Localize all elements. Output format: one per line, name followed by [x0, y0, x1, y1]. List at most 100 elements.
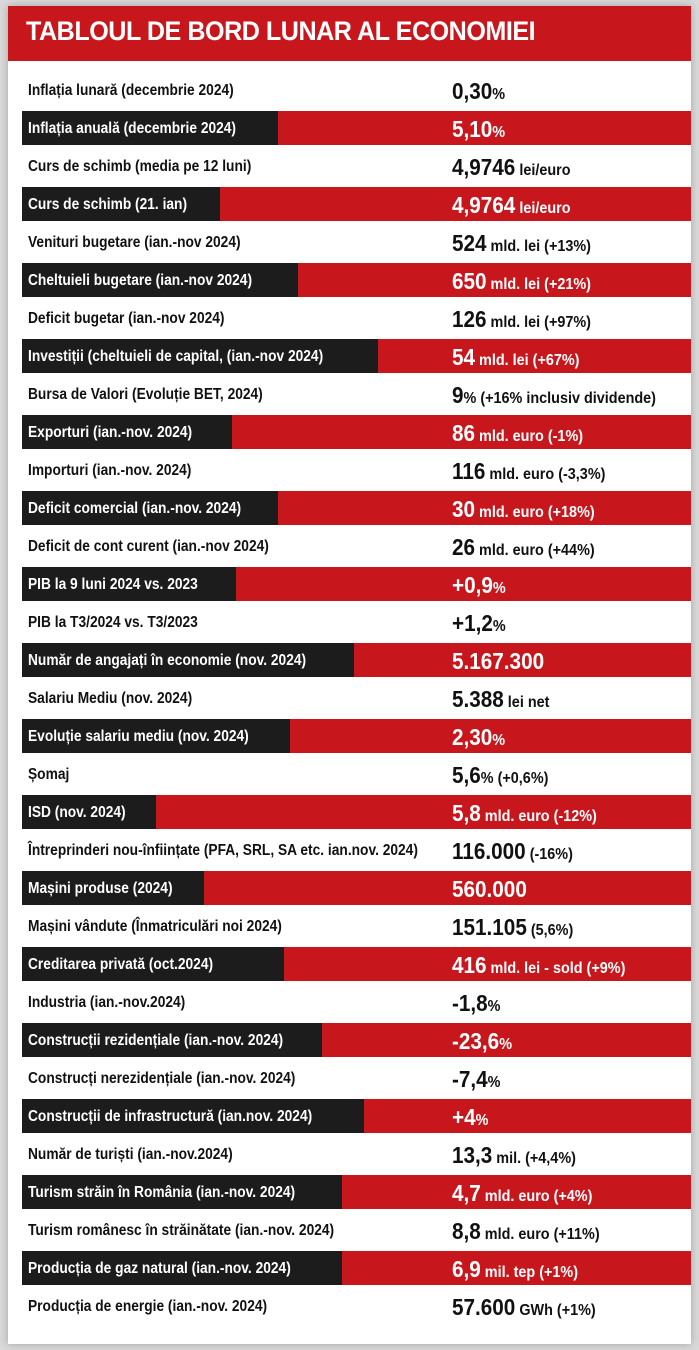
indicator-value: 4,9764 lei/euro — [452, 187, 571, 221]
indicator-label: Construcții rezidențiale (ian.-nov. 2024… — [28, 1032, 284, 1049]
indicator-value: 5.388 lei net — [452, 681, 549, 715]
value-number: 116 — [452, 458, 486, 484]
indicator-row: Evoluție salariu mediu (nov. 2024) 2,30% — [22, 719, 691, 753]
indicator-label: Număr de angajați în economie (nov. 2024… — [28, 652, 307, 669]
indicator-row: Bursa de Valori (Evoluție BET, 2024) 9% (… — [22, 377, 691, 411]
value-unit: mld. lei - sold (+9%) — [486, 960, 626, 977]
value-unit: mld. euro (-12%) — [480, 808, 597, 825]
title-banner: TABLOUL DE BORD LUNAR AL ECONOMIEI — [8, 6, 691, 61]
row-label-tab — [22, 643, 354, 677]
value-unit: mld. lei (+97%) — [486, 314, 591, 331]
indicator-value: 5,10% — [452, 111, 505, 145]
indicator-value: 9% (+16% inclusiv dividende) — [452, 377, 656, 411]
value-number: 6,9 — [452, 1256, 481, 1282]
row-label-tab — [22, 491, 278, 525]
indicator-label: Bursa de Valori (Evoluție BET, 2024) — [28, 386, 263, 403]
indicator-value: 13,3 mil. (+4,4%) — [452, 1137, 576, 1171]
row-label-tab — [22, 795, 156, 829]
row-label-tab — [22, 339, 378, 373]
indicator-label: Salariu Mediu (nov. 2024) — [28, 690, 193, 707]
indicator-value: 4,9746 lei/euro — [452, 149, 571, 183]
indicator-row: Număr de angajați în economie (nov. 2024… — [22, 643, 691, 677]
value-unit: mld. euro (-3,3%) — [485, 466, 606, 483]
indicator-value: 6,9 mil. tep (+1%) — [452, 1251, 578, 1285]
indicator-row: Număr de turiști (ian.-nov.2024) 13,3 mil… — [22, 1137, 691, 1171]
value-number: 5,8 — [452, 800, 481, 826]
indicator-row: Curs de schimb (21. ian) 4,9764 lei/euro — [22, 187, 691, 221]
indicator-row: Deficit bugetar (ian.-nov 2024) 126 mld. … — [22, 301, 691, 335]
indicator-row: Creditarea privată (oct.2024) 416 mld. le… — [22, 947, 691, 981]
value-number: 5,6 — [452, 762, 481, 788]
value-unit: mil. (+4,4%) — [492, 1150, 576, 1167]
indicator-value: 126 mld. lei (+97%) — [452, 301, 591, 335]
indicator-label: Inflația anuală (decembrie 2024) — [28, 120, 237, 137]
indicator-label: Șomaj — [28, 766, 70, 783]
indicator-label: Curs de schimb (21. ian) — [28, 196, 188, 213]
value-number: 5.388 — [452, 686, 504, 712]
value-number: 54 — [452, 344, 476, 370]
indicator-value: -1,8% — [452, 985, 500, 1019]
row-label-tab — [22, 415, 232, 449]
indicator-label: Deficit bugetar (ian.-nov 2024) — [28, 310, 225, 327]
value-unit: % (+0,6%) — [480, 770, 549, 787]
value-number: 151.105 — [452, 914, 527, 940]
value-unit: mld. euro (+18%) — [475, 504, 595, 521]
indicator-list: Inflația lunară (decembrie 2024) 0,30% Inf… — [22, 73, 691, 1327]
indicator-row: Inflația lunară (decembrie 2024) 0,30% — [22, 73, 691, 107]
row-label-tab — [22, 263, 298, 297]
indicator-row: Exporturi (ian.-nov. 2024) 86 mld. euro (… — [22, 415, 691, 449]
value-number: +1,2 — [452, 610, 493, 636]
value-unit: % — [475, 1112, 489, 1129]
value-number: 13,3 — [452, 1142, 493, 1168]
indicator-row: Mașini produse (2024) 560.000 — [22, 871, 691, 905]
indicator-row: PIB la T3/2024 vs. T3/2023 +1,2% — [22, 605, 691, 639]
indicator-value: +0,9% — [452, 567, 506, 601]
value-number: 524 — [452, 230, 487, 256]
value-unit: GWh (+1%) — [515, 1302, 596, 1319]
indicator-value: 5,8 mld. euro (-12%) — [452, 795, 597, 829]
indicator-row: Construcții de infrastructură (ian.nov. … — [22, 1099, 691, 1133]
value-unit: % — [492, 580, 506, 597]
indicator-row: Venituri bugetare (ian.-nov 2024) 524 mld… — [22, 225, 691, 259]
value-number: 560.000 — [452, 876, 527, 902]
indicator-value: 4,7 mld. euro (+4%) — [452, 1175, 592, 1209]
value-unit: mld. euro (-1%) — [475, 428, 584, 445]
indicator-value: +4% — [452, 1099, 488, 1133]
indicator-row: Șomaj 5,6% (+0,6%) — [22, 757, 691, 791]
indicator-value: 30 mld. euro (+18%) — [452, 491, 595, 525]
indicator-label: Turism străin în România (ian.-nov. 2024… — [28, 1184, 296, 1201]
value-number: 4,9746 — [452, 154, 516, 180]
indicator-label: Cheltuieli bugetare (ian.-nov 2024) — [28, 272, 253, 289]
row-label-tab — [22, 1251, 342, 1285]
indicator-label: Creditarea privată (oct.2024) — [28, 956, 214, 973]
indicator-label: Exporturi (ian.-nov. 2024) — [28, 424, 193, 441]
value-number: 26 — [452, 534, 476, 560]
indicator-value: 57.600 GWh (+1%) — [452, 1289, 596, 1323]
value-number: +4 — [452, 1104, 476, 1130]
indicator-value: -7,4% — [452, 1061, 500, 1095]
indicator-value: 5.167.300 — [452, 643, 544, 677]
indicator-value: 5,6% (+0,6%) — [452, 757, 548, 791]
value-number: 126 — [452, 306, 487, 332]
value-unit: lei net — [503, 694, 550, 711]
value-number: 0,30 — [452, 78, 493, 104]
indicator-label: Deficit de cont curent (ian.-nov 2024) — [28, 538, 269, 555]
indicator-row: Deficit comercial (ian.-nov. 2024) 30 mld… — [22, 491, 691, 525]
indicator-row: Mașini vândute (Înmatriculări noi 2024) 1… — [22, 909, 691, 943]
indicator-value: 650 mld. lei (+21%) — [452, 263, 591, 297]
value-unit: % (+16% inclusiv dividende) — [463, 390, 656, 407]
row-label-tab — [22, 1023, 322, 1057]
value-unit: mld. lei (+21%) — [486, 276, 591, 293]
value-number: 416 — [452, 952, 487, 978]
value-unit: mld. lei (+13%) — [486, 238, 591, 255]
value-number: 4,7 — [452, 1180, 481, 1206]
indicator-label: Mașini vândute (Înmatriculări noi 2024) — [28, 918, 282, 935]
indicator-value: 54 mld. lei (+67%) — [452, 339, 579, 373]
indicator-row: Inflația anuală (decembrie 2024) 5,10% — [22, 111, 691, 145]
value-unit: mld. lei (+67%) — [475, 352, 580, 369]
indicator-row: PIB la 9 luni 2024 vs. 2023 +0,9% — [22, 567, 691, 601]
value-number: 57.600 — [452, 1294, 516, 1320]
row-label-tab — [22, 947, 284, 981]
indicator-value: 8,8 mld. euro (+11%) — [452, 1213, 600, 1247]
value-unit: % — [492, 618, 506, 635]
